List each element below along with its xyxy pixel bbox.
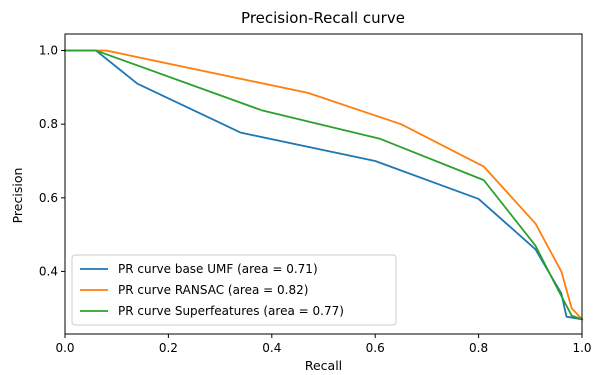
y-axis-label: Precision [10, 168, 25, 224]
x-tick-label-5: 1.0 [572, 341, 591, 355]
y-tick-label-1: 0.6 [39, 191, 58, 205]
x-axis-label: Recall [305, 358, 342, 373]
y-tick-label-3: 1.0 [39, 44, 58, 58]
x-tick-label-2: 0.4 [262, 341, 281, 355]
y-tick-label-0: 0.4 [39, 264, 58, 278]
x-tick-label-1: 0.2 [159, 341, 178, 355]
plot-area [64, 49, 584, 321]
y-tick-label-2: 0.8 [39, 117, 58, 131]
x-tick-label-3: 0.6 [366, 341, 385, 355]
series-line-1 [64, 49, 584, 321]
legend-label-2: PR curve Superfeatures (area = 0.77) [118, 304, 344, 318]
series-line-0 [64, 49, 584, 321]
x-tick-label-4: 0.8 [469, 341, 488, 355]
axes: 0.0 0.2 0.4 0.6 0.8 1.0 0.4 0.6 0.8 1.0 [39, 33, 592, 355]
plot-frame [64, 33, 583, 335]
legend-label-1: PR curve RANSAC (area = 0.82) [118, 283, 308, 297]
chart-title: Precision-Recall curve [241, 9, 405, 27]
legend: PR curve base UMF (area = 0.71) PR curve … [71, 254, 397, 326]
legend-label-0: PR curve base UMF (area = 0.71) [118, 262, 318, 276]
x-tick-label-0: 0.0 [55, 341, 74, 355]
series-line-2 [64, 49, 584, 321]
legend-box [71, 254, 397, 326]
